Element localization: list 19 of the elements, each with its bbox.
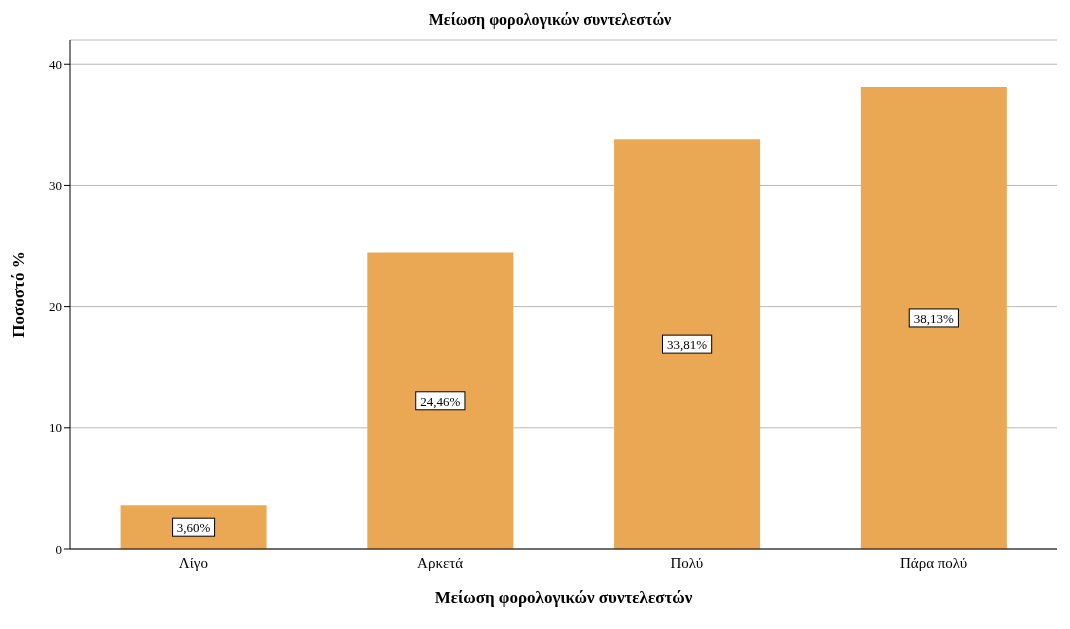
data-label: 24,46% xyxy=(420,393,461,409)
x-tick-label: Πάρα πολύ xyxy=(899,554,968,571)
data-label: 3,60% xyxy=(176,520,211,536)
bar xyxy=(614,139,761,549)
data-label: 33,81% xyxy=(667,337,708,353)
y-tick-label: 10 xyxy=(49,420,62,436)
y-tick-label: 30 xyxy=(49,178,62,194)
bar xyxy=(367,252,514,549)
x-axis-title: Μείωση φορολογικών συντελεστών xyxy=(434,588,693,607)
data-label: 38,13% xyxy=(913,310,955,326)
y-tick-label: 20 xyxy=(49,299,62,315)
y-tick-label: 0 xyxy=(55,541,62,557)
x-tick-label: Αρκετά xyxy=(417,554,464,571)
y-axis-title: Ποσοστό % xyxy=(9,251,29,338)
x-tick-label: Λίγο xyxy=(178,554,208,571)
x-tick-label: Πολύ xyxy=(670,554,704,571)
bar xyxy=(860,86,1007,549)
y-tick-label: 40 xyxy=(49,56,62,72)
chart-title: Μείωση φορολογικών συντελεστών xyxy=(427,10,673,31)
